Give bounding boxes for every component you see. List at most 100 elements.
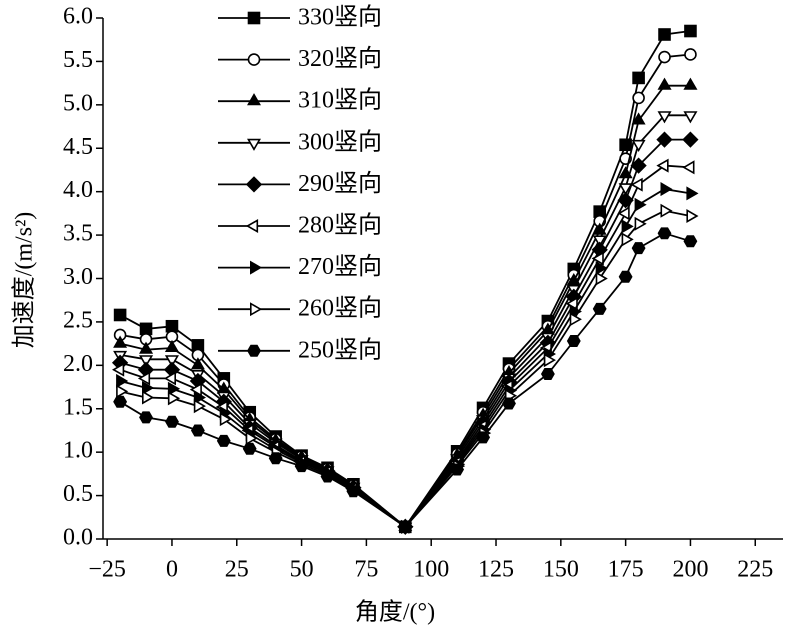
marker <box>163 371 176 386</box>
marker <box>111 362 125 377</box>
marker <box>245 431 258 446</box>
y-tick-label: 3.5 <box>63 221 93 247</box>
x-tick-label: 225 <box>737 557 773 583</box>
marker <box>592 222 607 235</box>
marker <box>245 176 263 193</box>
marker <box>595 271 608 286</box>
marker <box>268 452 283 465</box>
marker <box>540 367 555 381</box>
marker <box>190 424 205 437</box>
marker <box>142 390 155 405</box>
marker <box>116 373 129 388</box>
marker <box>566 334 581 348</box>
y-tick-label: 1.0 <box>63 438 93 464</box>
marker <box>657 77 672 90</box>
marker <box>660 182 673 197</box>
marker <box>216 434 231 447</box>
x-tick-label: 175 <box>608 557 644 583</box>
marker <box>631 112 646 125</box>
y-tick-label: 6.0 <box>63 4 93 30</box>
marker <box>113 395 128 408</box>
y-axis-label: 加速度/(m/s²) <box>11 212 38 349</box>
legend-label: 300竖向 <box>298 128 382 155</box>
marker <box>167 381 181 396</box>
x-tick-label: 150 <box>543 557 579 583</box>
marker <box>346 485 361 498</box>
marker <box>450 463 465 476</box>
marker <box>619 138 632 152</box>
marker <box>242 442 257 455</box>
y-tick-label: 1.5 <box>63 394 93 420</box>
marker <box>116 384 129 399</box>
marker <box>684 24 697 38</box>
y-tick-label: 2.5 <box>63 307 93 333</box>
legend-label: 280竖向 <box>298 212 382 239</box>
marker <box>618 270 633 283</box>
marker <box>569 312 582 327</box>
marker <box>139 411 153 424</box>
marker <box>164 355 179 368</box>
marker <box>595 261 608 276</box>
marker <box>139 322 153 336</box>
marker <box>592 235 607 248</box>
marker <box>683 235 698 248</box>
marker <box>592 302 607 315</box>
marker <box>476 431 491 444</box>
marker <box>250 302 263 317</box>
marker <box>630 157 647 174</box>
marker <box>656 158 669 173</box>
marker <box>634 197 647 212</box>
y-tick-label: 0.0 <box>63 525 93 551</box>
marker <box>137 371 151 386</box>
marker <box>247 53 261 66</box>
marker <box>658 28 671 41</box>
y-tick-label: 0.5 <box>63 481 93 507</box>
y-tick-label: 3.0 <box>63 264 93 290</box>
y-tick-label: 5.5 <box>63 47 93 73</box>
marker <box>657 227 672 240</box>
marker <box>658 50 671 64</box>
marker <box>193 399 207 414</box>
marker <box>632 91 645 105</box>
marker <box>164 339 179 353</box>
marker <box>113 308 127 322</box>
y-tick-label: 4.5 <box>63 134 93 160</box>
legend-label: 260竖向 <box>298 295 382 322</box>
marker <box>630 177 643 192</box>
legend-label: 320竖向 <box>298 45 382 72</box>
marker <box>631 242 646 255</box>
marker <box>683 77 698 90</box>
marker <box>190 357 205 370</box>
marker <box>245 219 259 233</box>
x-tick-label: 0 <box>166 557 178 583</box>
marker <box>250 260 263 275</box>
x-tick-label: 200 <box>672 557 708 583</box>
marker <box>631 139 646 153</box>
marker <box>294 460 309 473</box>
legend-label: 330竖向 <box>298 4 382 31</box>
marker <box>660 203 673 218</box>
marker <box>634 216 647 231</box>
marker <box>193 390 207 405</box>
marker <box>165 319 179 333</box>
marker <box>247 93 261 106</box>
marker <box>682 131 699 148</box>
marker <box>617 206 630 221</box>
series-line <box>119 53 691 529</box>
x-tick-label: 75 <box>354 557 378 583</box>
marker <box>686 186 699 201</box>
x-tick-label: 50 <box>290 557 314 583</box>
x-tick-label: 125 <box>478 557 514 583</box>
x-axis-label: 角度/(°) <box>355 599 435 626</box>
marker <box>219 412 232 427</box>
marker <box>618 183 633 196</box>
y-tick-label: 2.0 <box>63 351 93 377</box>
y-tick-label: 5.0 <box>63 90 93 116</box>
marker <box>684 48 697 61</box>
marker <box>657 111 672 124</box>
marker <box>113 335 128 348</box>
marker <box>167 391 181 406</box>
marker <box>139 355 154 368</box>
